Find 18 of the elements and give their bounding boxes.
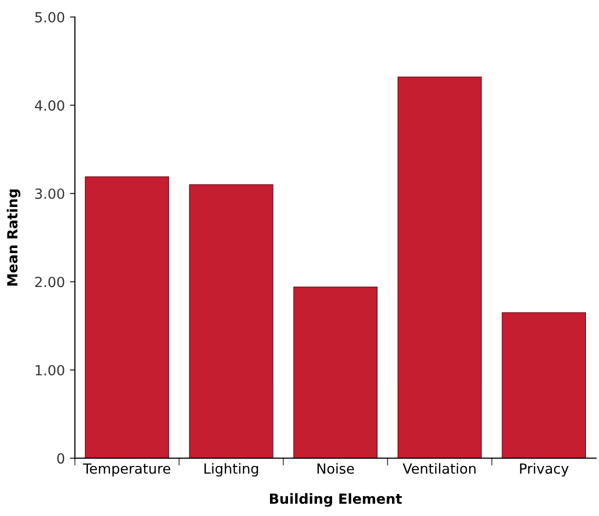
x-tick-label: Temperature	[82, 463, 170, 477]
bar	[84, 176, 170, 458]
bar	[398, 76, 482, 458]
y-tick-label: 1.00	[36, 364, 64, 376]
x-tick-label: Noise	[318, 463, 354, 474]
y-axis-title: Mean Rating	[6, 189, 20, 286]
bar	[189, 184, 274, 458]
y-tick-label: 3.00	[35, 188, 64, 199]
x-axis-title: Building Element	[270, 493, 402, 507]
y-tick-label: 2.00	[35, 276, 64, 288]
bar	[502, 312, 586, 458]
y-tick-label: 0	[57, 453, 64, 464]
x-tick-label: Lighting	[204, 463, 258, 477]
y-tick-label: 4.00	[34, 100, 64, 111]
x-tick-label: Privacy	[520, 463, 569, 477]
x-tick-label: Ventilation	[402, 463, 476, 474]
bar	[293, 286, 378, 458]
y-tick-label: 5.00	[35, 12, 64, 22]
